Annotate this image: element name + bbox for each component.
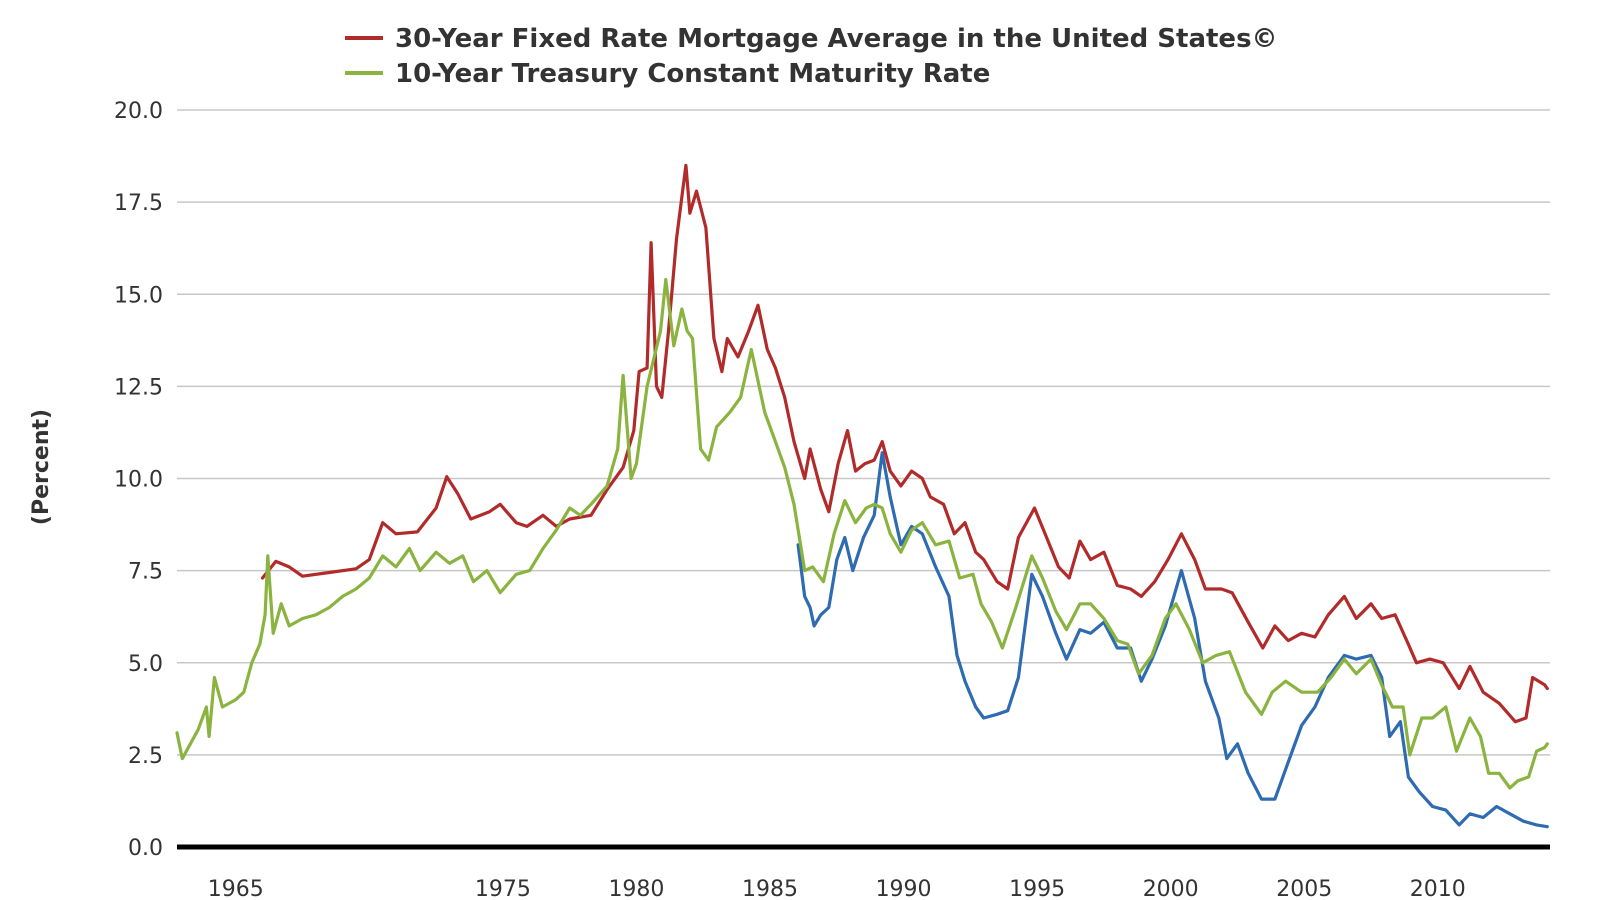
x-tick-label: 1975	[475, 877, 531, 900]
y-tick-label: 2.5	[128, 744, 163, 769]
legend: 30-Year Fixed Rate Mortgage Average in t…	[345, 24, 1278, 89]
y-axis-ticks: 0.0 2.5 5.0 7.5 10.0 12.5 15.0 17.5 20.0	[114, 99, 163, 861]
x-axis-ticks: 1965 1975 1980 1985 1990 1995 2000 2005 2010	[208, 877, 1466, 900]
y-tick-label: 20.0	[114, 99, 163, 124]
series-mortgage-line	[260, 163, 1549, 724]
series-lines	[175, 163, 1549, 829]
y-tick-label: 7.5	[128, 560, 163, 585]
x-tick-label: 2010	[1410, 877, 1466, 900]
x-tick-label: 2000	[1143, 877, 1199, 900]
y-tick-label: 0.0	[128, 836, 163, 861]
x-tick-label: 1985	[742, 877, 798, 900]
y-tick-label: 12.5	[114, 375, 163, 400]
x-tick-label: 1995	[1009, 877, 1065, 900]
y-tick-label: 17.5	[114, 191, 163, 216]
series-blue-line	[796, 451, 1549, 829]
series-treasury-line	[175, 277, 1549, 790]
legend-label-mortgage: 30-Year Fixed Rate Mortgage Average in t…	[395, 24, 1278, 54]
x-tick-label: 2005	[1276, 877, 1332, 900]
grid-lines	[177, 109, 1550, 756]
x-tick-label: 1990	[876, 877, 932, 900]
y-tick-label: 15.0	[114, 283, 163, 308]
y-tick-label: 10.0	[114, 468, 163, 493]
x-tick-label: 1965	[208, 877, 264, 900]
x-tick-label: 1980	[608, 877, 664, 900]
y-tick-label: 5.0	[128, 652, 163, 677]
legend-label-treasury: 10-Year Treasury Constant Maturity Rate	[395, 59, 990, 89]
y-axis-title: (Percent)	[29, 409, 54, 525]
